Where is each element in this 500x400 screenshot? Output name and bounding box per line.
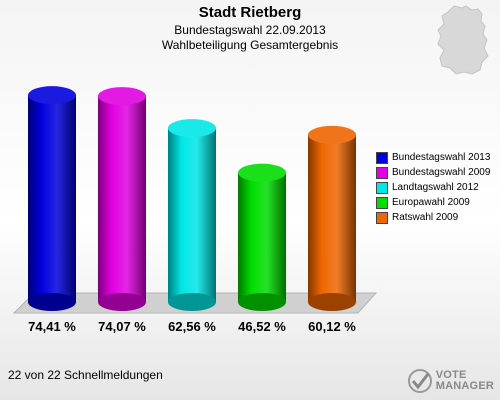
legend-swatch: [376, 211, 388, 224]
chart-bar: [168, 119, 216, 311]
bar-body: [238, 172, 286, 302]
legend-label: Bundestagswahl 2013: [392, 152, 491, 163]
bar-base: [98, 293, 146, 311]
bar-base: [308, 293, 356, 311]
bar-top: [308, 125, 356, 144]
vote-manager-logo-icon: [407, 369, 432, 393]
legend-label: Bundestagswahl 2009: [392, 167, 491, 178]
bar-value-label: 46,52 %: [238, 319, 286, 334]
chart-subtitle: Bundestagswahl 22.09.2013: [174, 23, 326, 37]
legend-label: Ratswahl 2009: [392, 212, 459, 223]
bar-top: [168, 119, 216, 138]
bar-top: [238, 163, 286, 182]
germany-map-icon: [437, 5, 489, 75]
bar-body: [98, 96, 146, 302]
chart-title: Stadt Rietberg: [198, 4, 302, 21]
footer-status: 22 von 22 Schnellmeldungen: [8, 368, 163, 382]
bar-value-label: 74,41 %: [28, 319, 76, 334]
legend-item: Europawahl 2009: [376, 195, 490, 210]
legend-swatch: [376, 151, 388, 164]
legend-item: Bundestagswahl 2009: [376, 165, 490, 180]
brand-line-2: MANAGER: [435, 380, 494, 392]
brand-line-1: VOTE: [435, 369, 467, 381]
legend-item: Bundestagswahl 2013: [376, 150, 490, 165]
chart-bar: [98, 87, 146, 311]
bar-base: [28, 293, 76, 311]
legend-label: Europawahl 2009: [392, 197, 470, 208]
chart-bar: [308, 125, 356, 311]
bar-base: [168, 293, 216, 311]
bar-value-label: 62,56 %: [168, 319, 216, 334]
bar-body: [28, 95, 76, 302]
bar-top: [98, 87, 146, 106]
bar-value-label: 60,12 %: [308, 319, 356, 334]
bar-base: [238, 293, 286, 311]
legend-swatch: [376, 166, 388, 179]
legend-item: Ratswahl 2009: [376, 210, 490, 225]
chart-bar: [238, 163, 286, 311]
vote-manager-brand: VOTE MANAGER: [407, 368, 494, 394]
chart-bar: [28, 86, 76, 311]
chart-legend: Bundestagswahl 2013 Bundestagswahl 2009 …: [376, 150, 490, 225]
bar-body: [168, 128, 216, 302]
legend-item: Landtagswahl 2012: [376, 180, 490, 195]
chart-subtitle-2: Wahlbeteiligung Gesamtergebnis: [161, 38, 339, 52]
legend-label: Landtagswahl 2012: [392, 182, 479, 193]
bar-body: [308, 134, 356, 302]
bar-top: [28, 86, 76, 105]
legend-swatch: [376, 181, 388, 194]
legend-swatch: [376, 196, 388, 209]
bar-value-label: 74,07 %: [98, 319, 146, 334]
